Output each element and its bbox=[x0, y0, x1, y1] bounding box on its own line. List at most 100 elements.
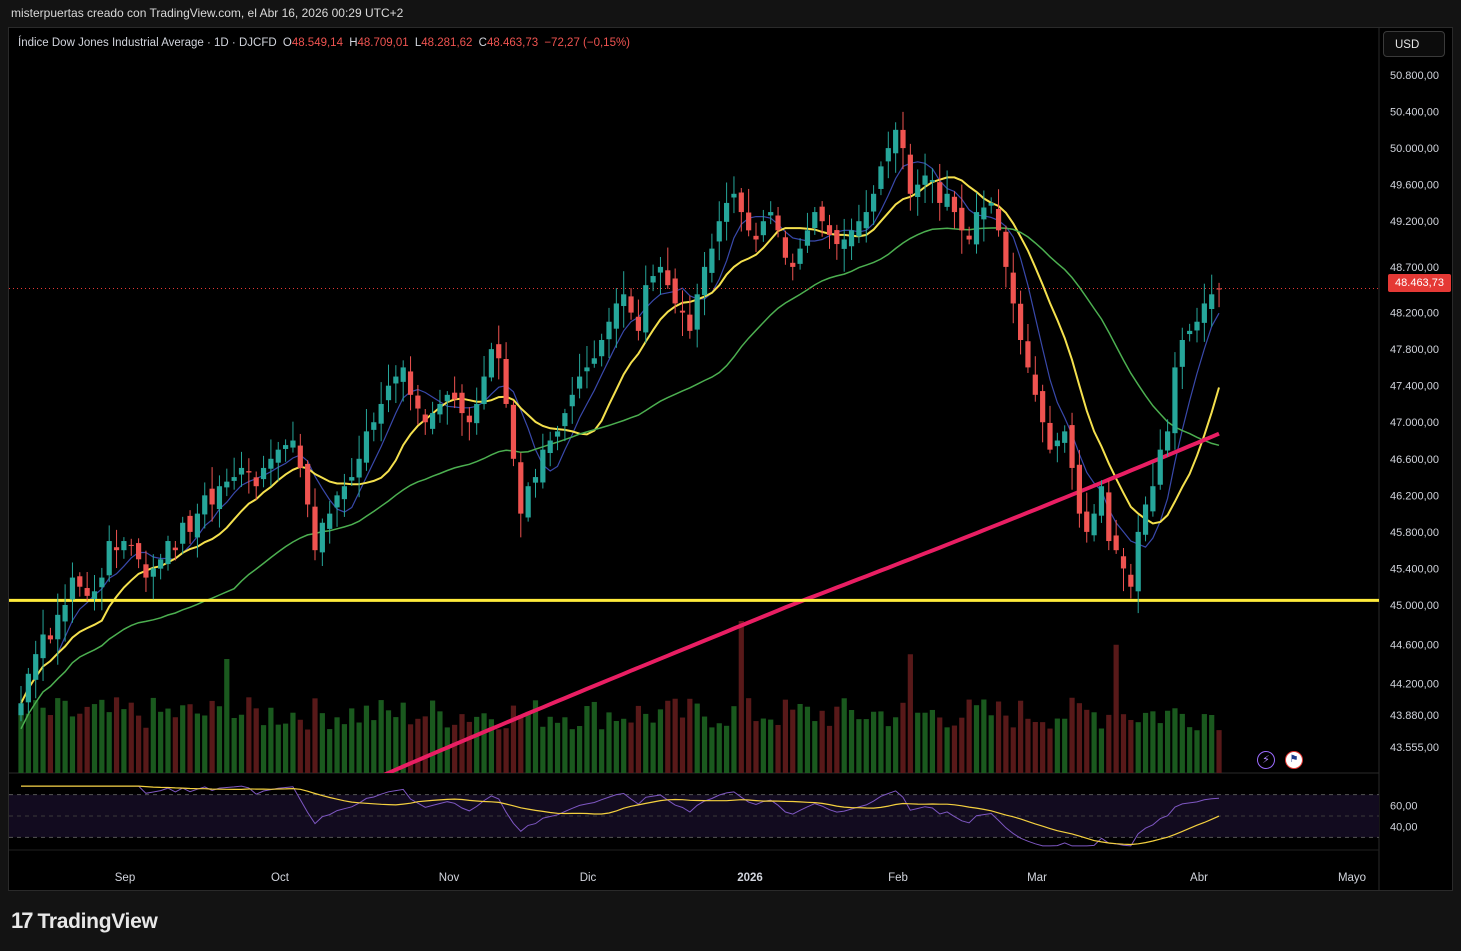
candle-body[interactable] bbox=[532, 477, 539, 483]
symbol-title[interactable]: Índice Dow Jones Industrial Average · 1D… bbox=[18, 37, 277, 49]
candle-body[interactable] bbox=[106, 541, 112, 576]
candle-body[interactable] bbox=[1113, 535, 1119, 551]
candle-body[interactable] bbox=[554, 431, 561, 437]
candle-body[interactable] bbox=[672, 278, 678, 304]
candle-body[interactable] bbox=[194, 513, 200, 538]
candle-body[interactable] bbox=[165, 541, 171, 565]
candle-body[interactable] bbox=[606, 321, 612, 340]
candle-body[interactable] bbox=[33, 654, 39, 680]
candle-body[interactable] bbox=[150, 568, 156, 577]
candle-body[interactable] bbox=[929, 180, 935, 182]
candle-body[interactable] bbox=[599, 340, 605, 357]
candle-body[interactable] bbox=[790, 262, 796, 267]
candle-body[interactable] bbox=[900, 129, 906, 149]
candle-body[interactable] bbox=[231, 477, 237, 481]
candle-body[interactable] bbox=[591, 358, 597, 364]
candle-body[interactable] bbox=[959, 207, 965, 231]
candle-body[interactable] bbox=[341, 486, 347, 500]
candle-body[interactable] bbox=[915, 184, 921, 198]
candle-body[interactable] bbox=[893, 129, 899, 154]
candle-body[interactable] bbox=[643, 285, 649, 333]
candle-body[interactable] bbox=[25, 673, 31, 703]
candle-body[interactable] bbox=[430, 413, 436, 429]
candle-body[interactable] bbox=[385, 385, 392, 401]
candle-body[interactable] bbox=[716, 221, 722, 242]
candle-body[interactable] bbox=[1165, 431, 1171, 451]
candle-body[interactable] bbox=[1179, 340, 1185, 367]
candle-body[interactable] bbox=[305, 463, 311, 505]
candle-body[interactable] bbox=[819, 206, 825, 222]
candle-body[interactable] bbox=[253, 477, 259, 487]
candle-body[interactable] bbox=[297, 445, 303, 468]
candle-body[interactable] bbox=[415, 395, 421, 409]
candle-body[interactable] bbox=[1128, 574, 1134, 587]
candle-body[interactable] bbox=[187, 515, 193, 532]
candle-body[interactable] bbox=[180, 522, 186, 544]
candle-body[interactable] bbox=[503, 358, 509, 404]
candle-body[interactable] bbox=[1054, 440, 1060, 447]
candle-body[interactable] bbox=[216, 486, 223, 510]
candle-body[interactable] bbox=[356, 458, 362, 478]
candle-body[interactable] bbox=[540, 449, 546, 483]
candle-body[interactable] bbox=[988, 202, 994, 206]
candle-body[interactable] bbox=[1201, 303, 1207, 323]
candle-body[interactable] bbox=[841, 239, 847, 249]
candle-body[interactable] bbox=[1018, 303, 1024, 340]
candle-body[interactable] bbox=[1216, 288, 1222, 290]
candle-body[interactable] bbox=[650, 276, 656, 283]
candle-body[interactable] bbox=[687, 314, 693, 331]
candle-body[interactable] bbox=[268, 458, 274, 469]
candle-body[interactable] bbox=[518, 462, 524, 514]
candle-body[interactable] bbox=[1040, 391, 1046, 423]
candle-body[interactable] bbox=[709, 248, 715, 273]
candle-body[interactable] bbox=[1032, 374, 1038, 395]
candle-body[interactable] bbox=[1025, 341, 1031, 368]
candle-body[interactable] bbox=[731, 193, 737, 198]
candle-body[interactable] bbox=[283, 445, 289, 449]
candle-body[interactable] bbox=[69, 577, 76, 600]
currency-button[interactable]: USD bbox=[1383, 31, 1445, 57]
candle-body[interactable] bbox=[488, 349, 494, 378]
candle-body[interactable] bbox=[738, 192, 744, 213]
candle-body[interactable] bbox=[694, 294, 700, 330]
candle-body[interactable] bbox=[577, 376, 583, 389]
candle-body[interactable] bbox=[327, 513, 333, 529]
candle-body[interactable] bbox=[944, 193, 950, 207]
candle-body[interactable] bbox=[724, 202, 730, 222]
candle-body[interactable] bbox=[224, 481, 230, 488]
candle-body[interactable] bbox=[1142, 504, 1149, 535]
candle-body[interactable] bbox=[628, 296, 634, 313]
candle-body[interactable] bbox=[128, 544, 134, 546]
candle-body[interactable] bbox=[584, 367, 590, 372]
candle-body[interactable] bbox=[1150, 486, 1156, 512]
candle-body[interactable] bbox=[1187, 330, 1193, 335]
candle-body[interactable] bbox=[349, 477, 355, 481]
candle-body[interactable] bbox=[1157, 449, 1163, 485]
candle-body[interactable] bbox=[1194, 321, 1200, 331]
candle-body[interactable] bbox=[1076, 464, 1082, 514]
candle-body[interactable] bbox=[804, 230, 811, 246]
candle-body[interactable] bbox=[474, 403, 480, 424]
candle-body[interactable] bbox=[40, 634, 46, 659]
chart-frame[interactable]: 50.800,00 50.400,00 50.000,00 49.600,00 49.2… bbox=[8, 27, 1453, 891]
candle-body[interactable] bbox=[907, 154, 913, 194]
candle-body[interactable] bbox=[569, 394, 575, 407]
candle-body[interactable] bbox=[1010, 272, 1016, 304]
candle-body[interactable] bbox=[510, 404, 517, 459]
candle-body[interactable] bbox=[113, 547, 120, 551]
candle-body[interactable] bbox=[121, 541, 127, 551]
candle-body[interactable] bbox=[525, 486, 531, 518]
candle-body[interactable] bbox=[679, 310, 686, 313]
candle-body[interactable] bbox=[826, 225, 833, 235]
candle-body[interactable] bbox=[782, 237, 788, 258]
candle-body[interactable] bbox=[775, 215, 781, 231]
candle-body[interactable] bbox=[973, 212, 980, 245]
candle-body[interactable] bbox=[966, 235, 972, 240]
candle-body[interactable] bbox=[202, 495, 208, 515]
candle-body[interactable] bbox=[1209, 294, 1215, 310]
candle-body[interactable] bbox=[1047, 422, 1053, 450]
candle-body[interactable] bbox=[1135, 531, 1141, 592]
candle-body[interactable] bbox=[1003, 231, 1009, 267]
candle-body[interactable] bbox=[246, 471, 252, 473]
candle-body[interactable] bbox=[613, 303, 619, 329]
